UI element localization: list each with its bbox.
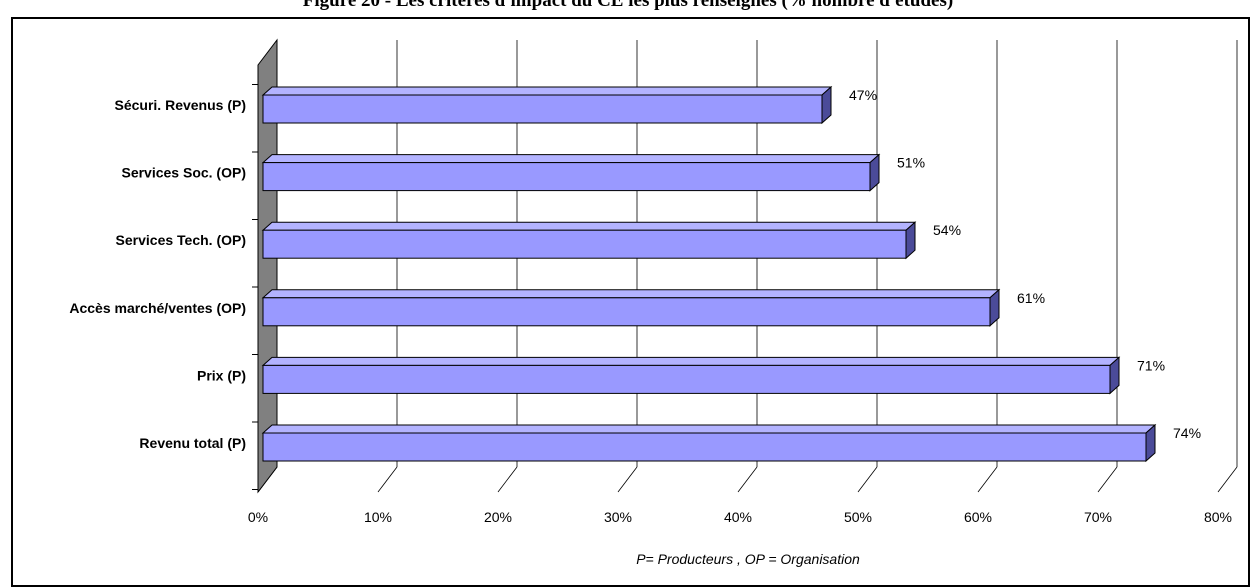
category-label: Prix (P): [197, 367, 246, 383]
bar-top: [261, 86, 833, 96]
bar: [262, 229, 907, 259]
x-tick-label: 30%: [604, 509, 632, 525]
category-label: Accès marché/ventes (OP): [69, 300, 246, 316]
x-tick-label: 40%: [724, 509, 752, 525]
bar-top: [261, 289, 1001, 299]
bar-top: [261, 154, 881, 164]
x-tick-label: 10%: [364, 509, 392, 525]
legend-note: P= Producteurs , OP = Organisation: [636, 551, 860, 567]
bar: [262, 297, 991, 327]
floor-tick: [377, 466, 398, 493]
bar-top: [261, 424, 1157, 434]
labels: 0% 10% 20% 30% 40% 50% 60% 70% 80% Sécuri. Revenu…: [69, 87, 1232, 525]
bar-top: [261, 221, 917, 231]
data-label: 47%: [849, 87, 877, 103]
category-label: Sécuri. Revenus (P): [115, 97, 247, 113]
bar: [262, 94, 823, 124]
x-tick-label: 20%: [484, 509, 512, 525]
floor-tick: [497, 466, 518, 493]
bars: [261, 85, 1157, 463]
floor-tick: [857, 466, 878, 493]
floor-tick: [1097, 466, 1118, 493]
data-label: 71%: [1137, 357, 1165, 373]
floor-tick: [617, 466, 638, 493]
bar: [262, 432, 1147, 462]
bar-top: [261, 356, 1121, 366]
figure-title: Figure 20 - Les critères d'impact du CE …: [302, 0, 954, 11]
x-tick-label: 70%: [1084, 509, 1112, 525]
data-label: 54%: [933, 222, 961, 238]
bar: [262, 162, 871, 192]
x-tick-label: 60%: [964, 509, 992, 525]
category-label: Revenu total (P): [139, 435, 246, 451]
x-tick-label: 0%: [248, 509, 268, 525]
bar: [262, 364, 1111, 394]
floor-tick: [1217, 466, 1238, 493]
floor-tick: [977, 466, 998, 493]
data-label: 51%: [897, 155, 925, 171]
data-label: 74%: [1173, 425, 1201, 441]
data-label: 61%: [1017, 290, 1045, 306]
floor-tick: [737, 466, 758, 493]
x-tick-label: 50%: [844, 509, 872, 525]
category-label: Services Tech. (OP): [116, 232, 246, 248]
x-tick-label: 80%: [1204, 509, 1232, 525]
category-label: Services Soc. (OP): [121, 165, 246, 181]
